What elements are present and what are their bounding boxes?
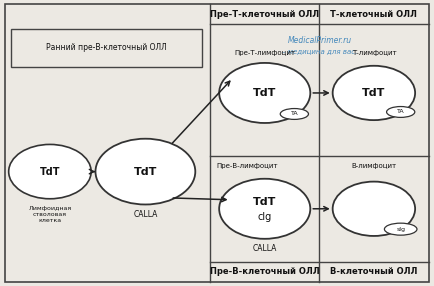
Text: MedicalPrimer.ru: MedicalPrimer.ru	[288, 35, 352, 45]
Text: Т-лимфоцит: Т-лимфоцит	[352, 50, 396, 56]
Text: Пре-Т-клеточный ОЛЛ: Пре-Т-клеточный ОЛЛ	[210, 10, 319, 19]
Text: slg: slg	[396, 227, 405, 232]
Text: clg: clg	[258, 212, 272, 222]
Circle shape	[95, 139, 195, 204]
Text: Лимфоидная
стволовая
клетка: Лимфоидная стволовая клетка	[28, 206, 72, 223]
Text: – медицина для вас.: – медицина для вас.	[282, 49, 357, 54]
Text: Пре-В-клеточный ОЛЛ: Пре-В-клеточный ОЛЛ	[210, 267, 319, 276]
Text: В-лимфоцит: В-лимфоцит	[352, 163, 396, 169]
Ellipse shape	[280, 109, 309, 120]
Text: TdT: TdT	[253, 198, 276, 207]
Text: TdT: TdT	[253, 88, 276, 98]
Text: В-клеточный ОЛЛ: В-клеточный ОЛЛ	[330, 267, 418, 276]
Text: TA: TA	[290, 112, 298, 116]
Text: Ранний пре-В-клеточный ОЛЛ: Ранний пре-В-клеточный ОЛЛ	[46, 43, 167, 52]
Text: Пре-Т-лимфоцит: Пре-Т-лимфоцит	[234, 50, 295, 56]
Circle shape	[332, 182, 415, 236]
Circle shape	[9, 144, 91, 199]
Ellipse shape	[385, 223, 417, 235]
Circle shape	[332, 66, 415, 120]
Text: TdT: TdT	[362, 88, 385, 98]
Text: CALLA: CALLA	[133, 210, 158, 219]
Text: Т-клеточный ОЛЛ: Т-клеточный ОЛЛ	[330, 10, 418, 19]
Text: CALLA: CALLA	[253, 244, 277, 253]
Ellipse shape	[387, 106, 415, 118]
Text: TdT: TdT	[134, 167, 157, 176]
Bar	[11, 29, 202, 67]
Text: TdT: TdT	[39, 167, 60, 176]
Text: TA: TA	[397, 110, 404, 114]
Circle shape	[219, 63, 310, 123]
Circle shape	[219, 179, 310, 239]
Text: Пре-В-лимфоцит: Пре-В-лимфоцит	[217, 163, 278, 169]
